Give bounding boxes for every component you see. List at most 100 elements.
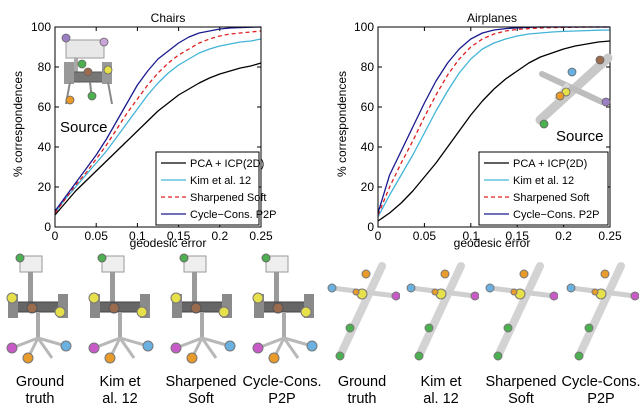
legend-label: Sharpened Soft: [513, 192, 589, 204]
caption-kim: Kim et al. 12: [80, 374, 160, 408]
keypoint-marker: [61, 33, 71, 43]
caption-line: Ground: [15, 374, 65, 390]
keypoint-marker: [83, 67, 93, 77]
chairs-chart: Chairs % correspondences geodesic error …: [11, 11, 277, 250]
y-tick-label: 40: [361, 140, 375, 154]
y-axis-label: % correspondences: [11, 71, 25, 177]
keypoint-marker: [77, 59, 87, 69]
source-airplane-keypoints: [539, 55, 611, 129]
y-tick-label: 60: [361, 100, 375, 114]
series-line: [54, 62, 262, 216]
caption-line: al. 12: [423, 391, 459, 407]
caption-ground-truth: Ground truth: [0, 374, 80, 408]
caption-line: Kim et: [99, 374, 141, 390]
chart-title: Airplanes: [467, 11, 517, 25]
legend-label: Sharpened Soft: [190, 192, 266, 204]
x-axis-label: geodesic error: [454, 236, 531, 250]
source-label: Source: [60, 119, 108, 136]
caption-sharpened-soft: Sharpened Soft: [481, 374, 561, 408]
keypoint-marker: [99, 37, 109, 47]
x-tick-label: 0: [375, 229, 382, 243]
plot-frame: [377, 26, 611, 228]
x-tick-label: 0: [52, 229, 59, 243]
series-line: [54, 38, 262, 214]
caption-line: Ground: [337, 374, 387, 390]
y-tick-label: 100: [31, 20, 51, 34]
x-tick-label: 0.15: [167, 229, 191, 243]
keypoint-marker: [595, 55, 605, 65]
legend-label: PCA + ICP(2D): [513, 158, 587, 170]
x-tick-label: 0.05: [413, 229, 437, 243]
keypoint-marker: [555, 91, 565, 101]
tick-labels: 0 0.05 0.1 0.15 0.2 0.25 0 20 40 60 80 100: [354, 20, 622, 243]
series-line: [54, 30, 262, 214]
caption-line: Cycle-Cons.: [561, 374, 641, 390]
thumbnail-airplane-4: [565, 252, 639, 370]
caption-line: Sharpened: [485, 374, 557, 390]
y-tick-label: 80: [361, 60, 375, 74]
legend: PCA + ICP(2D) Kim et al. 12 Sharpened Soft…: [478, 151, 609, 226]
y-tick-label: 80: [38, 60, 52, 74]
thumbnail-airplane-1: [326, 252, 400, 370]
caption-kim: Kim et al. 12: [401, 374, 481, 408]
y-axis-label: % correspondences: [335, 71, 349, 177]
series-line: [54, 26, 262, 212]
caption-line: Soft: [188, 391, 214, 407]
legend-label: Kim et al. 12: [190, 175, 251, 187]
legend-label: Kim et al. 12: [513, 175, 574, 187]
caption-line: Cycle-Cons.: [242, 374, 322, 390]
x-tick-label: 0.15: [506, 229, 530, 243]
x-tick-label: 0.25: [249, 229, 273, 243]
keypoint-marker: [539, 119, 549, 129]
x-tick-label: 0.2: [555, 229, 572, 243]
keypoint-marker: [561, 87, 571, 97]
source-chair-keypoints: [61, 33, 113, 105]
y-tick-label: 20: [38, 180, 52, 194]
x-tick-label: 0.2: [211, 229, 228, 243]
caption-sharpened-soft: Sharpened Soft: [161, 374, 241, 408]
series-line: [377, 40, 611, 222]
series-line: [377, 29, 611, 218]
thumbnail-chair-1: [5, 252, 73, 365]
legend-label: Cycle−Cons. P2P: [190, 209, 277, 221]
x-tick-label: 0.1: [462, 229, 479, 243]
legend-label: PCA + ICP(2D): [190, 158, 264, 170]
x-axis-label: geodesic error: [130, 236, 207, 250]
caption-line: al. 12: [102, 391, 138, 407]
caption-ground-truth: Ground truth: [322, 374, 402, 408]
y-tick-label: 20: [361, 180, 375, 194]
y-tick-label: 60: [38, 100, 52, 114]
plot-frame: [54, 26, 262, 228]
legend-box: [478, 151, 609, 226]
source-label: Source: [556, 128, 604, 145]
caption-line: truth: [347, 391, 377, 407]
caption-line: Soft: [508, 391, 534, 407]
keypoint-marker: [65, 95, 75, 105]
y-tick-label: 0: [44, 220, 51, 234]
y-tick-label: 0: [367, 220, 374, 234]
y-tick-label: 100: [354, 20, 374, 34]
source-airplane-image: [535, 53, 613, 125]
thumbnail-chair-3: [169, 252, 237, 365]
keypoint-marker: [103, 65, 113, 75]
legend-box: [155, 151, 260, 226]
y-tick-label: 40: [38, 140, 52, 154]
x-tick-label: 0.25: [598, 229, 622, 243]
caption-line: Sharpened: [165, 374, 237, 390]
series-lines: [54, 26, 262, 216]
thumbnail-chair-2: [87, 252, 155, 365]
caption-cycle-cons: Cycle-Cons. P2P: [561, 374, 641, 408]
caption-line: P2P: [587, 391, 615, 407]
legend-label: Cycle−Cons. P2P: [513, 209, 600, 221]
thumbnail-airplane-2: [405, 252, 479, 370]
x-tick-label: 0.05: [85, 229, 109, 243]
keypoint-marker: [87, 91, 97, 101]
thumbnail-airplane-3: [484, 252, 558, 370]
chart-title: Chairs: [151, 11, 186, 25]
thumbnail-chair-4: [251, 252, 319, 365]
legend: PCA + ICP(2D) Kim et al. 12 Sharpened Soft…: [155, 151, 277, 226]
figure: Chairs % correspondences geodesic error …: [11, 11, 622, 250]
keypoint-marker: [567, 67, 577, 77]
caption-line: P2P: [268, 391, 296, 407]
caption-cycle-cons: Cycle-Cons. P2P: [242, 374, 322, 408]
